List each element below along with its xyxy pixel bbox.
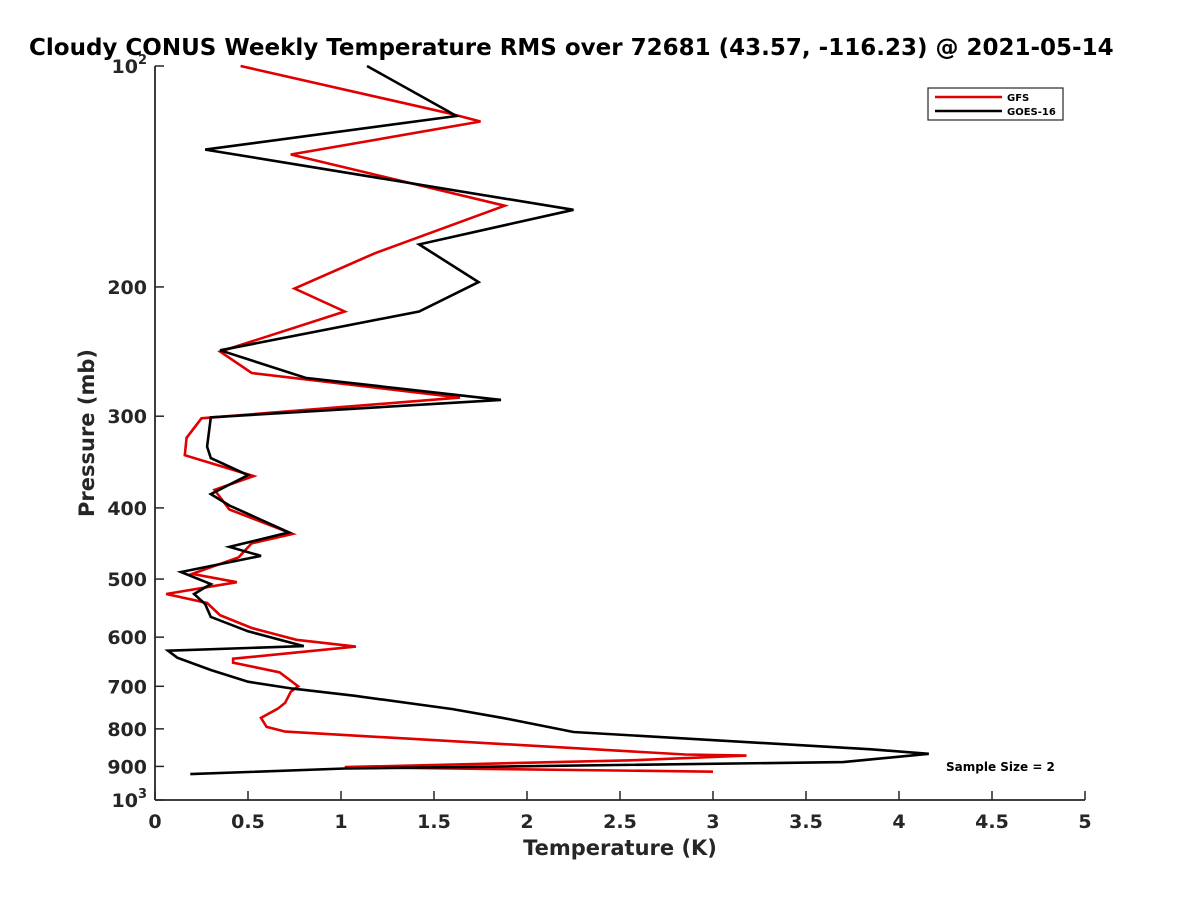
chart-title: Cloudy CONUS Weekly Temperature RMS over… [29, 35, 1114, 61]
legend-label-goes16: GOES-16 [1007, 107, 1056, 118]
y-ticks: 102 200 300 400 500 600 700 800 900 103 [107, 53, 164, 812]
y-tick-label: 102 [112, 53, 148, 78]
x-ticks: 0 0.5 1 1.5 2 2.5 3 3.5 4 4.5 5 [148, 791, 1092, 833]
x-tick-label: 2 [520, 811, 533, 833]
y-tick-label: 600 [107, 627, 147, 649]
y-tick-label: 103 [112, 787, 148, 812]
legend: GFS GOES-16 [927, 87, 1064, 121]
y-tick-label: 200 [107, 277, 147, 299]
x-tick-label: 1 [334, 811, 347, 833]
y-tick-label: 500 [107, 569, 147, 591]
x-tick-label: 0.5 [231, 811, 265, 833]
y-tick-label: 700 [107, 676, 147, 698]
y-tick-label: 300 [107, 406, 147, 428]
sample-size-annotation: Sample Size = 2 [946, 760, 1055, 774]
x-tick-label: 2.5 [603, 811, 637, 833]
x-tick-label: 5 [1078, 811, 1091, 833]
x-tick-label: 4.5 [975, 811, 1009, 833]
legend-label-gfs: GFS [1007, 93, 1029, 104]
x-tick-label: 4 [892, 811, 905, 833]
y-tick-label: 800 [107, 719, 147, 741]
x-tick-label: 3.5 [789, 811, 823, 833]
y-tick-label: 900 [107, 756, 147, 778]
series-line-gfs [165, 64, 747, 773]
x-tick-label: 1.5 [417, 811, 451, 833]
y-tick-label: 400 [107, 498, 147, 520]
series-layer [164, 64, 929, 776]
series-line-goes16 [164, 64, 929, 776]
y-axis-label: Pressure (mb) [75, 349, 99, 517]
x-tick-label: 3 [706, 811, 719, 833]
x-axis-label: Temperature (K) [523, 836, 717, 860]
x-tick-label: 0 [148, 811, 161, 833]
legend-box [927, 87, 1064, 121]
